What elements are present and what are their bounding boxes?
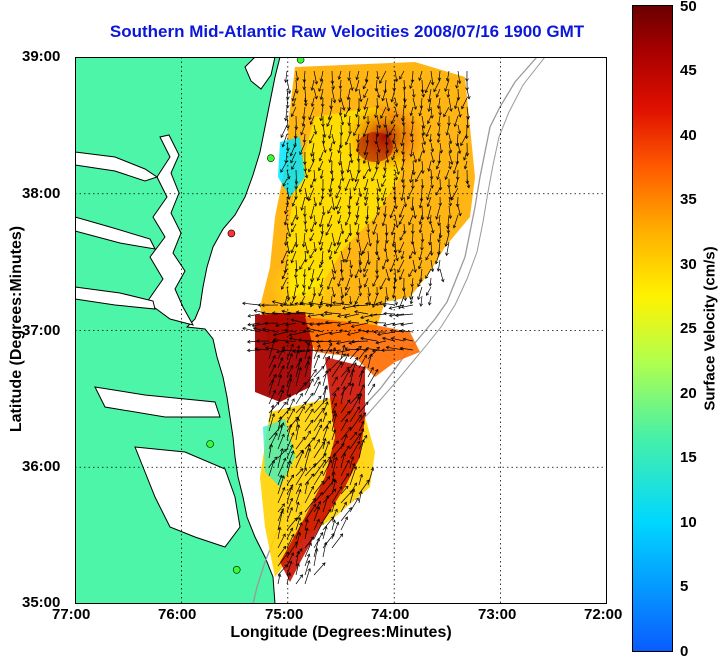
velocity-arrow [404,152,405,162]
station-marker [233,566,240,573]
velocity-arrow [323,371,327,387]
y-tick-label: 39:00 [22,48,60,65]
velocity-arrow [323,534,334,549]
velocity-arrow [404,116,405,125]
station-marker [267,155,274,162]
velocity-arrow [305,569,310,584]
velocity-arrow [314,287,315,296]
station-marker [297,57,304,63]
velocity-arrow [332,522,338,539]
velocity-arrow [368,384,375,395]
x-tick-label: 73:00 [478,606,516,623]
colorbar-tick-label: 30 [680,256,697,273]
velocity-arrow [458,197,459,207]
colorbar-tick-label: 20 [680,385,697,402]
velocity-arrow [384,314,395,315]
y-tick-label: 37:00 [22,322,60,339]
velocity-arrow [248,350,261,351]
velocity-arrow [350,224,351,236]
velocity-arrow [314,366,324,377]
x-axis-label: Longitude (Degrees:Minutes) [75,624,607,642]
colorbar-tick-label: 25 [680,320,697,337]
colorbar-tick-label: 45 [680,62,697,79]
velocity-arrow [296,575,303,584]
colorbar-tick-label: 0 [680,643,688,660]
velocity-arrow [314,563,325,575]
x-tick-label: 72:00 [584,606,622,623]
colorbar-tick-label: 40 [680,127,697,144]
map-plot-area [75,57,607,604]
velocity-arrow [341,125,342,135]
station-marker [207,441,214,448]
y-tick-label: 36:00 [22,458,60,475]
colorbar-tick-label: 50 [680,0,697,15]
velocity-arrow [328,341,341,342]
colorbar-tick-label: 15 [680,449,697,466]
velocity-arrow [323,542,326,557]
colorbar-label: Surface Velocity (cm/s) [702,179,719,479]
velocity-arrow [287,116,288,128]
colorbar-tick-label: 10 [680,514,697,531]
y-tick-label: 38:00 [22,185,60,202]
chart-title: Southern Mid-Atlantic Raw Velocities 200… [62,22,632,42]
colorbar [632,5,673,652]
y-axis-label: Latitude (Degrees:Minutes) [8,164,26,494]
colorbar-tick-label: 35 [680,191,697,208]
station-marker [228,230,235,237]
colorbar-tick-label: 5 [680,578,688,595]
velocity-arrow [341,517,347,530]
x-tick-label: 77:00 [52,606,90,623]
x-tick-label: 75:00 [265,606,303,623]
velocity-arrow [288,314,306,315]
velocity-arrow [296,394,302,405]
x-tick-label: 76:00 [158,606,196,623]
x-tick-label: 74:00 [371,606,409,623]
